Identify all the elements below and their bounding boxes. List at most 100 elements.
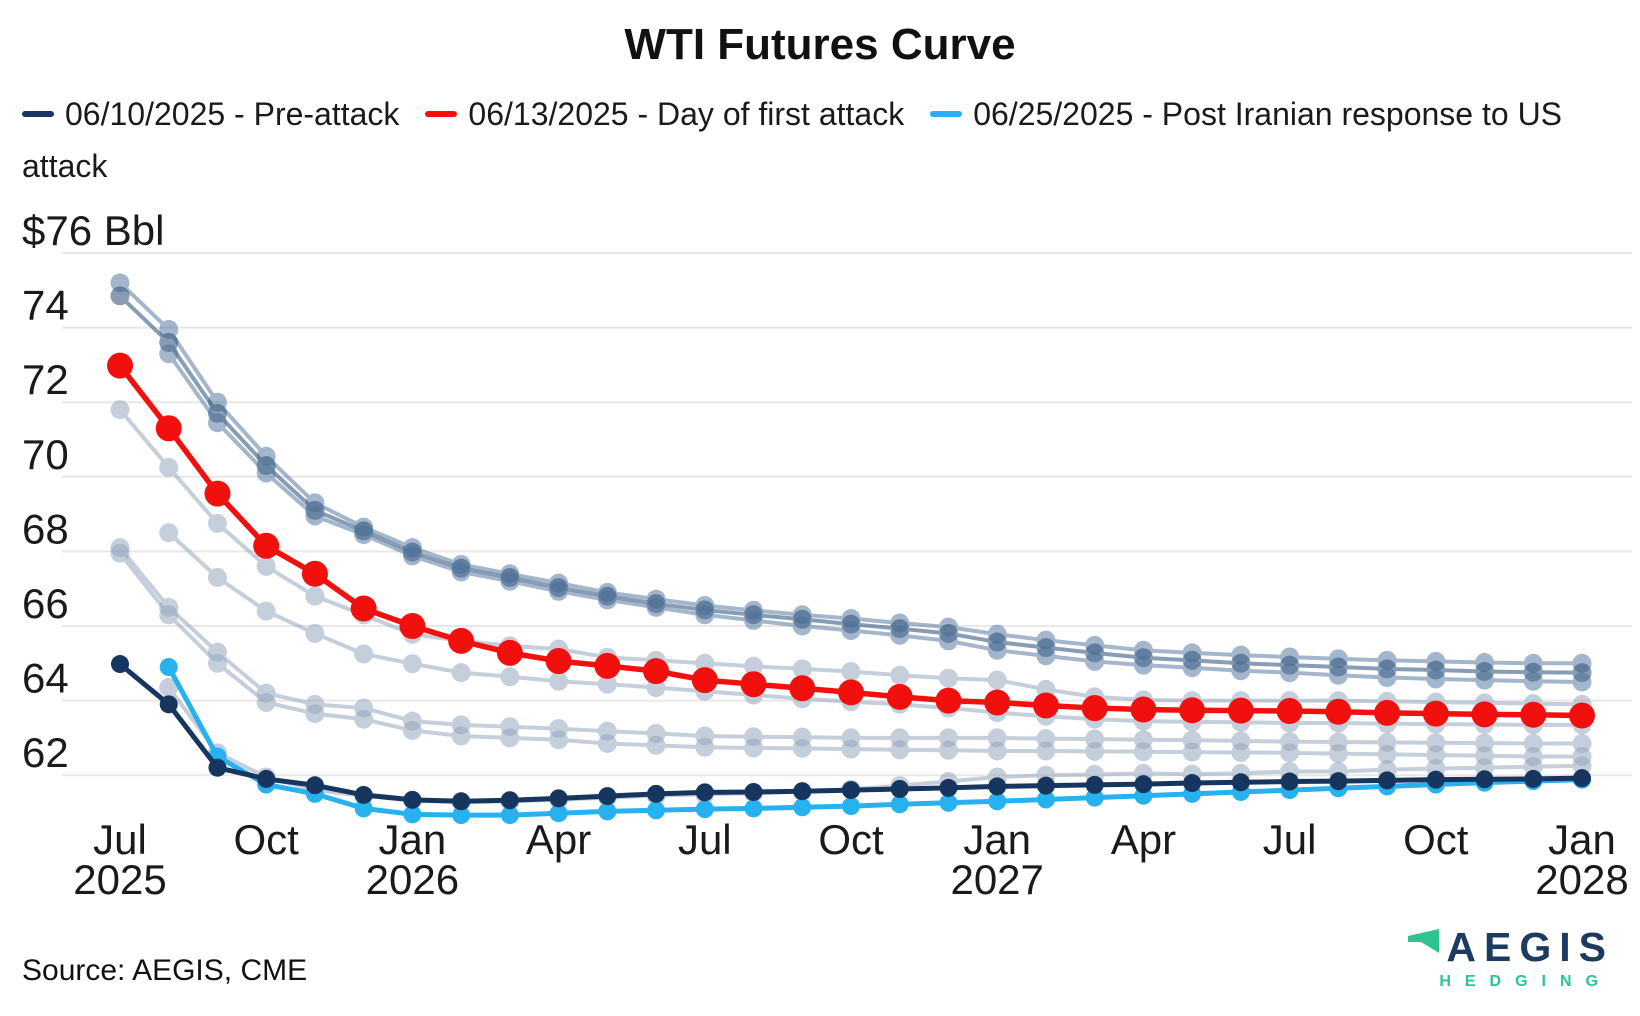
data-point-post-iranian-response	[1085, 788, 1104, 807]
data-point-post-iranian-response	[793, 798, 812, 817]
data-point-pre-attack	[549, 789, 568, 808]
data-point-pre-attack	[257, 769, 276, 788]
data-point-day-of-first-attack	[496, 639, 523, 666]
data-point-background-3	[549, 581, 569, 601]
data-point-day-of-first-attack	[1422, 700, 1449, 727]
data-point-day-of-first-attack	[1520, 701, 1547, 728]
y-tick-label-64: 64	[22, 655, 69, 702]
legend-swatch	[22, 110, 54, 117]
series-background-3	[159, 344, 1592, 692]
y-tick-label-68: 68	[22, 505, 69, 552]
logo-subtitle-text: HEDGING	[1439, 973, 1612, 990]
data-point-day-of-first-attack	[886, 683, 913, 710]
legend-swatch	[425, 110, 458, 117]
legend-item-1: 06/10/2025 - Pre-attack	[22, 96, 399, 132]
data-point-background-7	[1036, 741, 1056, 761]
data-point-background-4	[792, 659, 812, 679]
y-tick-label-74: 74	[22, 282, 69, 329]
data-point-background-7	[549, 730, 569, 750]
data-point-background-3	[744, 610, 764, 630]
data-point-background-4	[987, 670, 1007, 690]
data-point-background-3	[1036, 646, 1056, 666]
data-point-background-3	[1572, 672, 1592, 692]
data-point-background-5	[354, 644, 374, 664]
data-point-day-of-first-attack	[399, 613, 426, 639]
data-point-pre-attack	[1329, 772, 1348, 791]
source-note: Source: AEGIS, CME	[22, 954, 308, 987]
data-point-background-3	[695, 605, 715, 625]
data-point-background-7	[1085, 741, 1105, 761]
data-point-day-of-first-attack	[1276, 698, 1303, 725]
data-point-pre-attack	[939, 778, 958, 797]
data-point-day-of-first-attack	[204, 480, 231, 507]
x-tick-year: 2027	[950, 856, 1043, 903]
data-point-day-of-first-attack	[301, 560, 328, 587]
data-point-background-3	[1523, 671, 1543, 691]
data-point-post-iranian-response	[890, 795, 909, 814]
series-day-of-first-attack	[107, 352, 1595, 729]
data-point-background-3	[938, 631, 958, 651]
series-background-7	[110, 543, 1592, 767]
data-point-pre-attack	[1378, 771, 1397, 790]
data-point-pre-attack	[208, 758, 227, 777]
x-tick-month: Jan	[1548, 816, 1616, 863]
chart-title: WTI Futures Curve	[624, 20, 1016, 69]
data-point-background-3	[1231, 661, 1251, 681]
data-point-background-4	[744, 656, 764, 676]
data-point-background-3	[256, 463, 276, 483]
data-point-background-3	[1475, 670, 1495, 690]
data-point-background-7	[1280, 743, 1300, 763]
x-tick-month: Jan	[963, 816, 1031, 863]
data-point-background-5	[402, 654, 422, 674]
data-point-post-iranian-response	[939, 793, 958, 812]
data-point-day-of-first-attack	[691, 667, 718, 694]
data-point-background-4	[207, 513, 227, 533]
data-point-background-3	[597, 590, 617, 610]
data-point-post-iranian-response	[842, 797, 860, 816]
data-point-pre-attack	[1085, 775, 1104, 794]
data-point-background-7	[207, 653, 227, 673]
aegis-logo: AEGIS HEDGING	[1408, 924, 1614, 991]
data-point-background-3	[841, 620, 861, 640]
data-point-pre-attack	[1231, 773, 1250, 792]
data-point-post-iranian-response	[549, 804, 568, 823]
data-point-day-of-first-attack	[1179, 697, 1206, 724]
data-point-pre-attack	[1524, 769, 1543, 788]
data-point-background-6	[987, 728, 1007, 748]
data-point-post-iranian-response	[598, 802, 617, 821]
data-point-background-4	[890, 665, 910, 685]
data-point-background-7	[1377, 744, 1397, 764]
series-background-1	[110, 273, 1592, 673]
series-line-background-7	[118, 551, 1584, 759]
logo-brand-text: AEGIS	[1446, 924, 1614, 970]
data-point-pre-attack	[1426, 770, 1445, 789]
chart-legend: 06/10/2025 - Pre-attack 06/13/2025 - Day …	[22, 88, 1582, 192]
data-point-post-iranian-response	[500, 806, 519, 825]
data-point-pre-attack	[500, 791, 519, 810]
y-tick-label-72: 72	[22, 356, 69, 403]
data-point-pre-attack	[1280, 772, 1299, 791]
data-point-background-1	[159, 319, 179, 339]
data-point-day-of-first-attack	[1325, 698, 1352, 725]
data-point-background-7	[1182, 742, 1202, 762]
data-point-post-iranian-response	[403, 805, 422, 824]
data-point-post-iranian-response	[159, 658, 178, 677]
data-point-background-4	[938, 668, 958, 688]
data-point-day-of-first-attack	[253, 532, 280, 559]
data-point-post-iranian-response	[1036, 790, 1055, 809]
data-point-day-of-first-attack	[155, 415, 182, 442]
data-point-day-of-first-attack	[1032, 692, 1059, 719]
data-point-background-7	[744, 738, 764, 758]
data-point-background-3	[1426, 669, 1446, 689]
data-point-background-4	[110, 400, 130, 420]
data-point-background-7	[597, 733, 617, 753]
data-point-background-3	[1085, 651, 1105, 671]
x-tick-month: Jul	[93, 816, 147, 863]
data-point-day-of-first-attack	[643, 658, 670, 685]
data-point-day-of-first-attack	[107, 352, 133, 379]
data-point-day-of-first-attack	[1569, 702, 1595, 729]
data-point-background-7	[159, 605, 179, 625]
x-tick-month: Apr	[526, 816, 591, 863]
data-point-day-of-first-attack	[1081, 695, 1108, 722]
data-point-post-iranian-response	[452, 806, 471, 825]
